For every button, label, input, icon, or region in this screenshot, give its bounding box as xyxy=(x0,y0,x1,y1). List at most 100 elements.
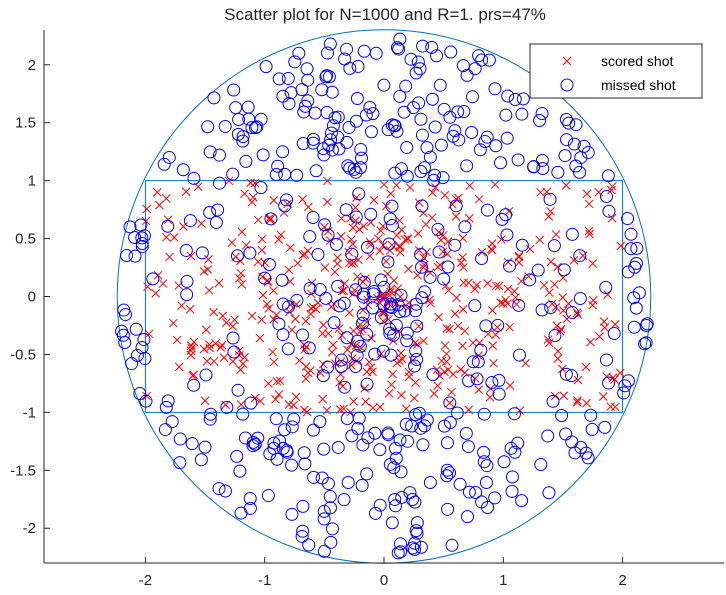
missed-shot-point xyxy=(399,79,413,93)
missed-shot-point xyxy=(360,377,374,391)
missed-shot-point xyxy=(499,108,513,122)
missed-shot-point xyxy=(298,99,312,113)
scored-shot-point xyxy=(301,374,311,384)
scored-shot-point xyxy=(202,356,212,366)
missed-shot-point xyxy=(621,374,635,388)
missed-shot-point xyxy=(387,461,401,475)
scored-shot-point xyxy=(413,229,423,238)
scored-shot-point xyxy=(452,293,461,303)
missed-shot-point xyxy=(349,283,363,297)
scored-shot-point xyxy=(598,392,608,401)
missed-shot-point xyxy=(621,265,635,279)
missed-shot-point xyxy=(306,210,320,224)
scored-shot-point xyxy=(539,280,549,290)
missed-shot-point xyxy=(456,59,470,73)
scored-shot-point xyxy=(264,379,273,388)
scored-shot-point xyxy=(284,265,294,275)
scored-shot-point xyxy=(186,251,196,261)
missed-shot-point xyxy=(391,298,405,312)
scored-shot-point xyxy=(615,368,625,378)
scored-shot-point xyxy=(562,314,572,324)
scored-shot-point xyxy=(404,264,413,274)
scored-shot-point xyxy=(428,188,437,198)
scored-shot-point xyxy=(337,331,347,340)
scored-shot-point xyxy=(300,405,309,415)
scored-shot-point xyxy=(569,255,579,265)
scored-shot-point xyxy=(359,221,369,231)
scored-shot-point xyxy=(271,394,280,404)
missed-shot-point xyxy=(473,143,487,157)
missed-shot-point xyxy=(369,506,383,520)
missed-shot-point xyxy=(602,204,616,218)
scored-shot-point xyxy=(333,259,342,269)
missed-shot-point xyxy=(301,73,315,87)
missed-shot-point xyxy=(541,429,555,443)
missed-shot-point xyxy=(376,344,390,358)
scored-shot-point xyxy=(323,197,332,207)
scored-shot-point xyxy=(437,356,447,366)
missed-shot-point xyxy=(410,319,424,333)
scored-shot-point xyxy=(426,298,435,308)
missed-shot-point xyxy=(507,407,521,421)
scored-shot-point xyxy=(322,406,332,415)
scored-shot-point xyxy=(386,287,395,297)
scored-shot-point xyxy=(224,176,234,186)
scored-shot-point xyxy=(401,404,411,414)
scored-shot-point xyxy=(344,308,354,318)
missed-shot-point xyxy=(638,337,652,351)
scored-shot-point xyxy=(485,392,495,402)
missed-shot-point xyxy=(236,130,250,144)
scored-shot-point xyxy=(498,299,508,308)
missed-shot-point xyxy=(397,105,411,119)
missed-shot-point xyxy=(288,55,302,69)
missed-shot-point xyxy=(317,504,331,518)
missed-shot-point xyxy=(453,477,467,491)
scored-shot-point xyxy=(228,357,238,366)
scored-shot-point xyxy=(237,280,247,289)
missed-shot-point xyxy=(427,173,441,187)
scored-shot-point xyxy=(360,383,370,393)
missed-shot-point xyxy=(231,383,245,397)
scored-shot-point xyxy=(361,397,370,407)
scored-shot-point xyxy=(438,247,448,257)
missed-shot-point xyxy=(400,140,414,154)
missed-shot-point xyxy=(338,380,352,394)
missed-shot-point xyxy=(534,458,548,472)
missed-shot-point xyxy=(218,119,232,133)
scored-shot-point xyxy=(189,337,199,347)
missed-shot-point xyxy=(332,142,346,156)
scored-shot-point xyxy=(503,257,513,267)
scored-shot-point xyxy=(584,226,594,236)
missed-shot-point xyxy=(602,376,616,390)
missed-shot-point xyxy=(480,203,494,217)
y-tick-label: -1 xyxy=(23,404,36,421)
missed-shot-point xyxy=(366,107,380,121)
missed-shot-point xyxy=(276,297,290,311)
missed-shot-point xyxy=(281,71,295,85)
missed-shot-point xyxy=(360,467,374,481)
missed-shot-point xyxy=(377,297,391,311)
missed-shot-point xyxy=(226,331,240,345)
scored-shot-point xyxy=(217,340,227,350)
missed-shot-point xyxy=(161,394,175,408)
scored-shot-point xyxy=(200,396,210,406)
missed-shot-point xyxy=(458,220,472,234)
scored-shot-point xyxy=(369,195,379,205)
missed-shot-point xyxy=(477,445,491,459)
missed-shot-point xyxy=(475,495,489,509)
missed-shot-point xyxy=(280,445,294,459)
missed-shot-point xyxy=(128,249,142,263)
missed-shot-point xyxy=(374,273,388,287)
scored-shot-point xyxy=(582,398,591,408)
scored-shot-point xyxy=(460,326,470,336)
scored-shot-point xyxy=(265,213,274,223)
missed-shot-point xyxy=(354,161,368,175)
missed-shot-point xyxy=(430,49,444,63)
missed-shot-point xyxy=(569,118,583,132)
missed-shot-point xyxy=(492,373,506,387)
scored-shot-point xyxy=(339,286,349,295)
missed-shot-point xyxy=(321,46,335,60)
scored-shot-point xyxy=(236,365,245,375)
missed-shot-point xyxy=(361,431,375,445)
missed-shot-point xyxy=(409,408,423,422)
